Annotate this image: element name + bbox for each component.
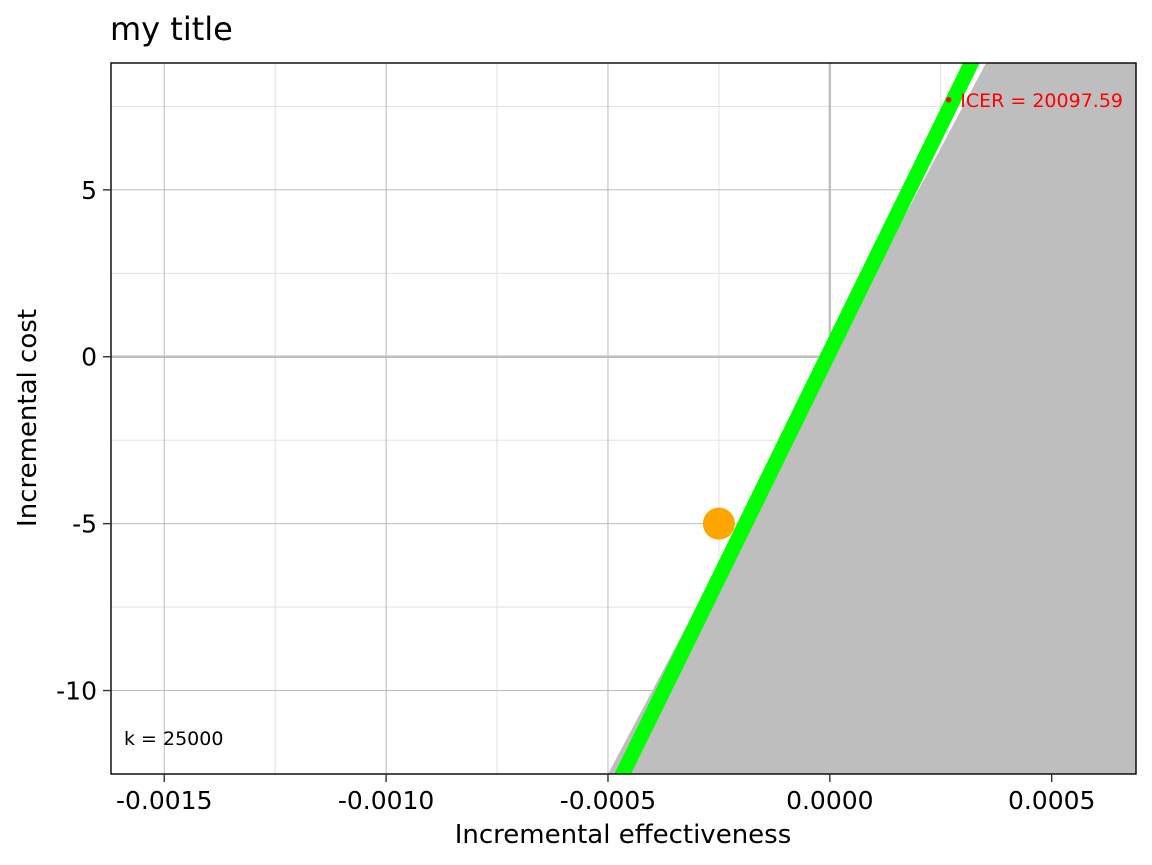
- cost-effective-region: [607, 63, 1136, 774]
- y-axis: -10 -5 0 5: [56, 176, 111, 706]
- y-tick-label: -10: [56, 677, 97, 706]
- chart-title: my title: [110, 10, 233, 48]
- y-tick-label: 5: [81, 176, 97, 205]
- x-tick-label: -0.0015: [116, 786, 213, 815]
- threshold-layer: [607, 63, 1136, 774]
- k-label: k = 25000: [124, 728, 223, 750]
- icer-point: [702, 507, 735, 540]
- x-tick-label: 0.0005: [1008, 786, 1095, 815]
- threshold-line: [614, 63, 980, 774]
- x-tick-label: 0.0000: [786, 786, 873, 815]
- y-tick-label: -5: [72, 510, 97, 539]
- panel-border: [110, 62, 1137, 775]
- x-axis-title: Incremental effectiveness: [455, 820, 792, 850]
- x-axis: -0.0015 -0.0010 -0.0005 0.0000 0.0005: [116, 774, 1095, 815]
- y-axis-title: Incremental cost: [13, 309, 43, 527]
- y-tick-label: 0: [81, 343, 97, 372]
- icer-label: • ICER = 20097.59: [943, 90, 1123, 112]
- points-layer: [702, 507, 735, 540]
- x-tick-label: -0.0005: [560, 786, 657, 815]
- x-tick-label: -0.0010: [338, 786, 435, 815]
